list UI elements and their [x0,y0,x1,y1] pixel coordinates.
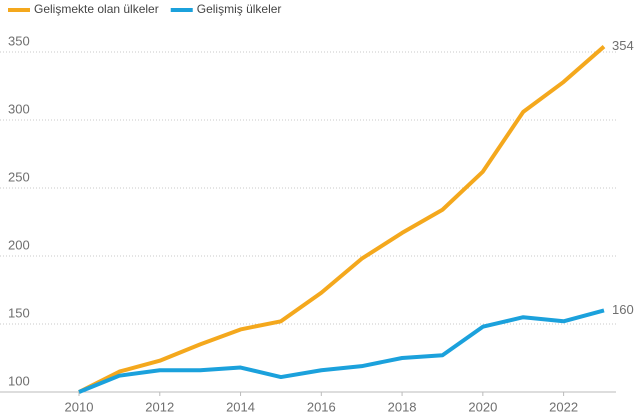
y-tick-label: 200 [8,237,30,252]
x-tick-label: 2016 [307,399,336,414]
legend-label: Gelişmekte olan ülkeler [34,2,159,16]
end-value-label: 160 [612,302,634,317]
x-tick-label: 2012 [145,399,174,414]
legend-label: Gelişmiş ülkeler [197,2,282,16]
y-tick-label: 100 [8,373,30,388]
y-tick-label: 250 [8,169,30,184]
end-value-label: 354 [612,38,634,53]
y-tick-label: 300 [8,101,30,116]
x-tick-label: 2010 [65,399,94,414]
x-tick-label: 2018 [388,399,417,414]
x-tick-label: 2022 [549,399,578,414]
line-series [78,308,605,394]
y-tick-label: 150 [8,305,30,320]
x-tick-label: 2020 [468,399,497,414]
y-tick-label: 350 [8,33,30,48]
x-tick-label: 2014 [226,399,255,414]
line-series [78,45,606,394]
